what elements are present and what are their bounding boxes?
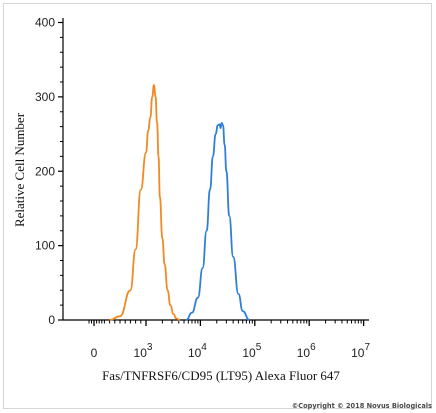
- histogram-series-2: [186, 122, 250, 321]
- y-tick-label: 100: [35, 239, 55, 253]
- x-tick-label: 105: [242, 342, 261, 360]
- copyright-text: ©Copyright © 2018 Novus Biologicals: [292, 402, 432, 410]
- y-tick-label: 200: [35, 164, 55, 178]
- x-tick-label: 103: [134, 342, 153, 360]
- y-ticks: 0 100 200 300 400: [35, 16, 63, 327]
- x-ticks: 0 103 104 105 106 107: [88, 320, 370, 360]
- x-tick-label: 107: [351, 342, 370, 360]
- x-tick-label: 0: [91, 346, 98, 360]
- figure-frame: [3, 3, 432, 409]
- y-tick-label: 300: [35, 90, 55, 104]
- y-tick-label: 400: [35, 16, 55, 30]
- x-axis-title: Fas/TNFRSF6/CD95 (LT95) Alexa Fluor 647: [102, 368, 340, 383]
- x-tick-label: 104: [188, 342, 207, 360]
- histogram-series-1: [109, 84, 180, 321]
- y-axis-title: Relative Cell Number: [12, 112, 27, 227]
- series-layer: [109, 84, 250, 321]
- y-tick-label: 0: [48, 313, 55, 327]
- x-tick-label: 106: [297, 342, 316, 360]
